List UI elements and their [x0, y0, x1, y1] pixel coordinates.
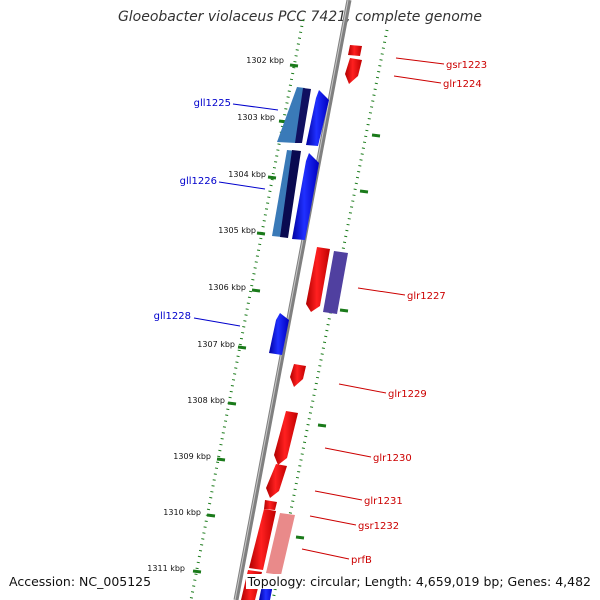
kbp-tick-label: 1303 kbp	[237, 113, 275, 122]
gene-glr1224	[345, 58, 362, 84]
gene-label-glr1224: glr1224	[443, 79, 482, 90]
kbp-tick-label: 1307 kbp	[197, 340, 235, 349]
gene-glr1230	[274, 411, 298, 465]
forward-leader-lines	[301, 57, 445, 560]
kbp-tick-label: 1302 kbp	[246, 56, 284, 65]
gene-gll1228	[269, 313, 289, 355]
gene-gll1226	[292, 153, 319, 240]
kbp-tick-marks	[192, 63, 299, 574]
length-text: Length: 4,659,019 bp	[356, 574, 499, 589]
gene-label-gll1226: gll1226	[180, 176, 217, 187]
gene-gsr1232	[264, 500, 277, 510]
map-title: Gloeobacter violaceus PCC 7421, complete…	[117, 9, 483, 25]
kbp-tick-label: 1309 kbp	[173, 452, 211, 461]
gene-label-gll1225: gll1225	[194, 98, 231, 109]
gene-label-glr1229: glr1229	[388, 389, 427, 400]
gene-gll1225-dark	[295, 88, 311, 143]
gene-glr1229	[290, 364, 306, 387]
gene-prfB	[249, 509, 276, 570]
kbp-tick-label: 1311 kbp	[147, 564, 185, 573]
kbp-tick-label: 1304 kbp	[228, 170, 266, 179]
topology-text: Topology: circular	[247, 574, 357, 589]
genes-count-text: Genes: 4,482	[499, 574, 591, 589]
gene-label-glr1231: glr1231	[364, 496, 403, 507]
kbp-tick-label: 1306 kbp	[208, 283, 246, 292]
gene-label-gsr1223: gsr1223	[446, 60, 487, 71]
inner-tick-track	[189, 19, 305, 600]
gene-label-gsr1232: gsr1232	[358, 521, 399, 532]
gene-gll1225	[306, 90, 329, 146]
kbp-tick-label: 1305 kbp	[218, 226, 256, 235]
gene-label-prfB: prfB	[351, 555, 372, 566]
accession-label: Accession:	[9, 574, 76, 589]
accession-value: NC_005125	[79, 574, 152, 589]
genome-backbone	[233, 0, 352, 600]
outer-tick-track	[271, 29, 389, 600]
gene-prfB-pink	[266, 513, 295, 575]
accession-text: Accession: NC_005125	[9, 574, 152, 589]
gene-glr1231	[266, 464, 287, 498]
genome-backbone-highlight	[234, 0, 349, 600]
genome-summary: Topology: circularLength: 4,659,019 bpGe…	[245, 574, 591, 589]
reverse-leader-lines	[193, 103, 279, 327]
gene-label-glr1227: glr1227	[407, 291, 446, 302]
kbp-tick-label: 1310 kbp	[163, 508, 201, 517]
gene-glr1227	[306, 247, 330, 312]
gene-label-gll1228: gll1228	[154, 311, 191, 322]
kbp-tick-label: 1308 kbp	[187, 396, 225, 405]
gene-glr1227-purple	[323, 251, 348, 314]
outer-tick-marks	[295, 133, 381, 540]
gene-gsr1223	[348, 45, 362, 56]
gene-gll1226-dark	[280, 150, 301, 238]
gene-label-glr1230: glr1230	[373, 453, 412, 464]
